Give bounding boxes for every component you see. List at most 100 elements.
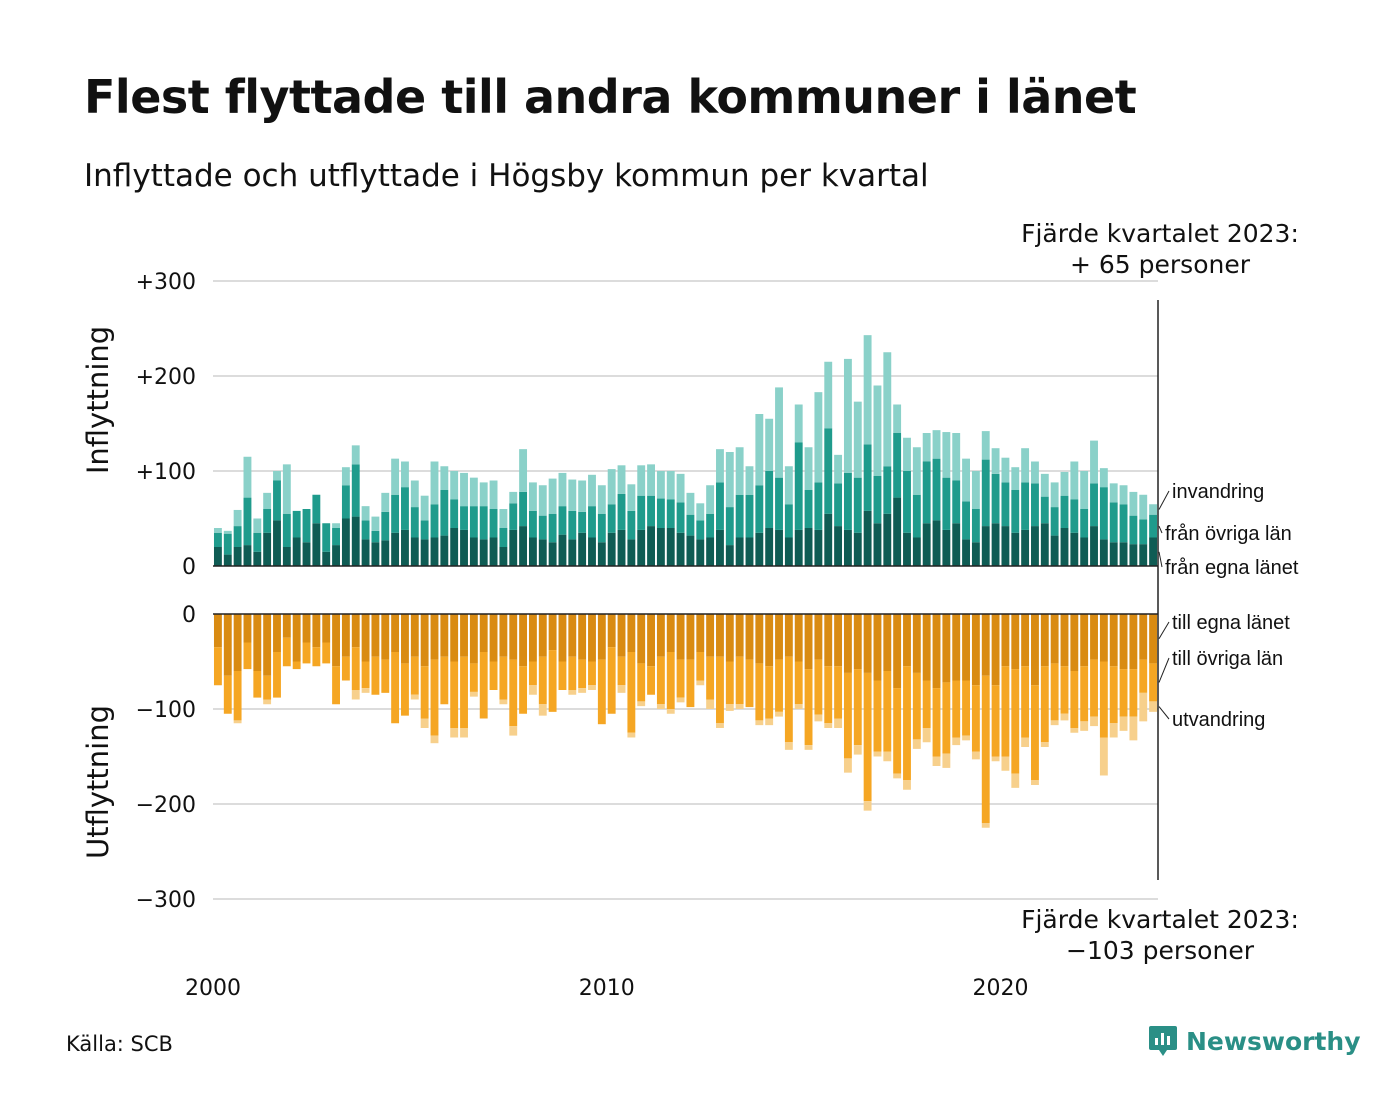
bar-in-segment xyxy=(479,506,488,540)
bar-out-segment xyxy=(942,753,951,768)
chart-subtitle: Inflyttade och utflyttade i Högsby kommu… xyxy=(84,158,929,194)
bar-out-segment xyxy=(597,614,606,660)
source-note: Källa: SCB xyxy=(66,1032,173,1056)
bar-in-segment xyxy=(450,471,459,500)
bar-out-segment xyxy=(361,614,370,662)
bar-out-segment xyxy=(952,680,961,738)
bar-out-segment xyxy=(784,656,793,743)
y-axis-title-out: Utflyttning xyxy=(81,705,115,859)
bar-out-segment xyxy=(223,614,232,676)
bar-in-segment xyxy=(223,530,232,534)
bar-in-segment xyxy=(469,477,478,507)
bar-out-segment xyxy=(981,614,990,676)
bar-out-segment xyxy=(509,614,518,660)
bar-out-segment xyxy=(991,685,1000,757)
bar-out-segment xyxy=(322,614,331,643)
bar-in-segment xyxy=(341,518,350,566)
bar-in-segment xyxy=(656,471,665,499)
bar-out-segment xyxy=(735,614,744,657)
bar-in-segment xyxy=(499,528,508,547)
series-label-leader xyxy=(1158,657,1170,683)
bar-in-segment xyxy=(223,533,232,555)
bar-in-segment xyxy=(1001,457,1010,483)
bar-in-segment xyxy=(558,472,567,507)
bar-in-segment xyxy=(912,447,921,495)
y-tick-out: −200 xyxy=(136,793,196,818)
bar-in-segment xyxy=(666,499,675,528)
bar-in-segment xyxy=(381,492,390,512)
bar-in-segment xyxy=(578,480,587,512)
bar-in-segment xyxy=(1060,495,1069,528)
bar-out-segment xyxy=(479,614,488,652)
bar-out-segment xyxy=(401,663,409,716)
bar-in-segment xyxy=(952,523,961,566)
series-label: från övriga län xyxy=(1165,523,1292,545)
bar-out-segment xyxy=(233,671,242,721)
bar-out-segment xyxy=(1119,614,1128,670)
bar-in-segment xyxy=(912,537,921,566)
bar-out-segment xyxy=(1139,659,1148,693)
bar-in-segment xyxy=(725,507,734,546)
bar-out-segment xyxy=(420,718,429,728)
bar-in-segment xyxy=(263,509,272,533)
bar-out-segment xyxy=(647,666,655,695)
bar-in-segment xyxy=(765,418,774,471)
bar-in-segment xyxy=(332,523,340,528)
bar-in-segment xyxy=(1060,528,1069,566)
bar-in-segment xyxy=(853,401,862,478)
bar-in-segment xyxy=(597,542,606,566)
bar-out-segment xyxy=(991,614,1000,686)
bar-out-segment xyxy=(233,614,242,671)
bar-out-segment xyxy=(716,656,724,724)
bar-out-segment xyxy=(578,614,587,660)
bar-out-segment xyxy=(853,614,862,670)
bar-out-segment xyxy=(1090,659,1098,717)
bar-in-segment xyxy=(332,545,340,566)
bar-in-segment xyxy=(676,473,685,503)
bar-in-segment xyxy=(1090,526,1098,566)
bar-in-segment xyxy=(450,528,459,566)
bar-out-segment xyxy=(1119,669,1128,717)
bar-out-segment xyxy=(755,614,764,664)
bar-in-segment xyxy=(814,392,823,483)
bar-in-segment xyxy=(922,433,931,462)
bar-in-segment xyxy=(775,477,783,530)
bar-in-segment xyxy=(1149,514,1158,538)
bar-out-segment xyxy=(1040,666,1049,743)
bar-in-segment xyxy=(1119,504,1128,543)
bar-in-segment xyxy=(410,537,419,566)
bar-in-segment xyxy=(243,545,252,566)
bar-in-segment xyxy=(1040,473,1049,497)
bar-out-segment xyxy=(263,614,272,676)
bar-in-segment xyxy=(971,509,980,543)
bar-in-segment xyxy=(706,485,715,514)
bar-out-segment xyxy=(617,656,626,686)
bar-in-segment xyxy=(213,528,222,533)
bar-in-segment xyxy=(1070,532,1079,566)
bar-out-segment xyxy=(1070,671,1079,728)
bar-in-segment xyxy=(745,494,754,538)
bar-in-segment xyxy=(578,511,587,533)
bar-out-segment xyxy=(617,685,626,693)
bar-out-segment xyxy=(725,661,734,705)
bar-in-segment xyxy=(499,509,508,528)
newsworthy-logo-icon xyxy=(1149,1026,1177,1056)
bar-in-segment xyxy=(489,509,498,538)
bar-out-segment xyxy=(1139,614,1148,660)
bar-in-segment xyxy=(656,528,665,566)
callout-in-line2: + 65 personer xyxy=(1070,250,1251,279)
bar-in-segment xyxy=(519,449,528,492)
bar-out-segment xyxy=(213,614,222,648)
bar-in-segment xyxy=(971,471,980,509)
bar-out-segment xyxy=(745,659,754,708)
bar-out-segment xyxy=(873,614,882,681)
bar-out-segment xyxy=(332,614,340,667)
bar-out-segment xyxy=(1021,614,1030,667)
bar-in-segment xyxy=(548,478,557,514)
bar-out-segment xyxy=(814,614,823,660)
callout-out-line1: Fjärde kvartalet 2023: xyxy=(1021,905,1299,934)
bar-in-segment xyxy=(263,532,272,566)
bar-out-segment xyxy=(371,614,380,657)
bar-in-segment xyxy=(282,513,291,547)
bar-out-segment xyxy=(676,614,685,660)
